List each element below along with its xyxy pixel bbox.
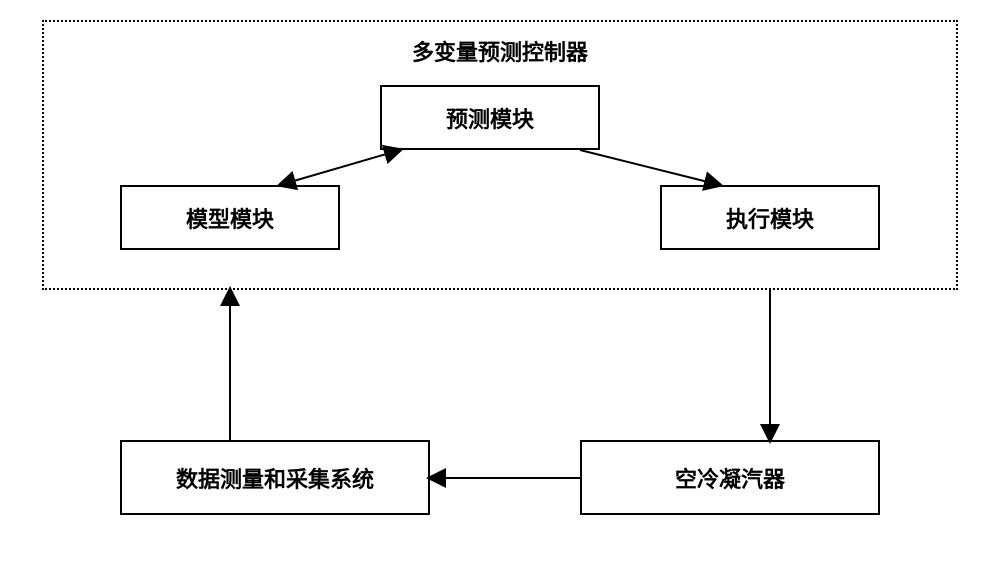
prediction-module-label: 预测模块 (446, 102, 534, 134)
model-module-box: 模型模块 (120, 185, 340, 250)
execute-module-label: 执行模块 (726, 202, 814, 234)
data-system-label: 数据测量和采集系统 (176, 462, 374, 494)
prediction-module-box: 预测模块 (380, 85, 600, 150)
model-module-label: 模型模块 (186, 202, 274, 234)
controller-title: 多变量预测控制器 (380, 35, 620, 67)
data-system-box: 数据测量和采集系统 (120, 440, 430, 515)
diagram-root: 多变量预测控制器 预测模块 模型模块 执行模块 数据测量和采集系统 空冷凝汽器 (0, 0, 1000, 576)
condenser-box: 空冷凝汽器 (580, 440, 880, 515)
execute-module-box: 执行模块 (660, 185, 880, 250)
condenser-label: 空冷凝汽器 (675, 462, 785, 494)
